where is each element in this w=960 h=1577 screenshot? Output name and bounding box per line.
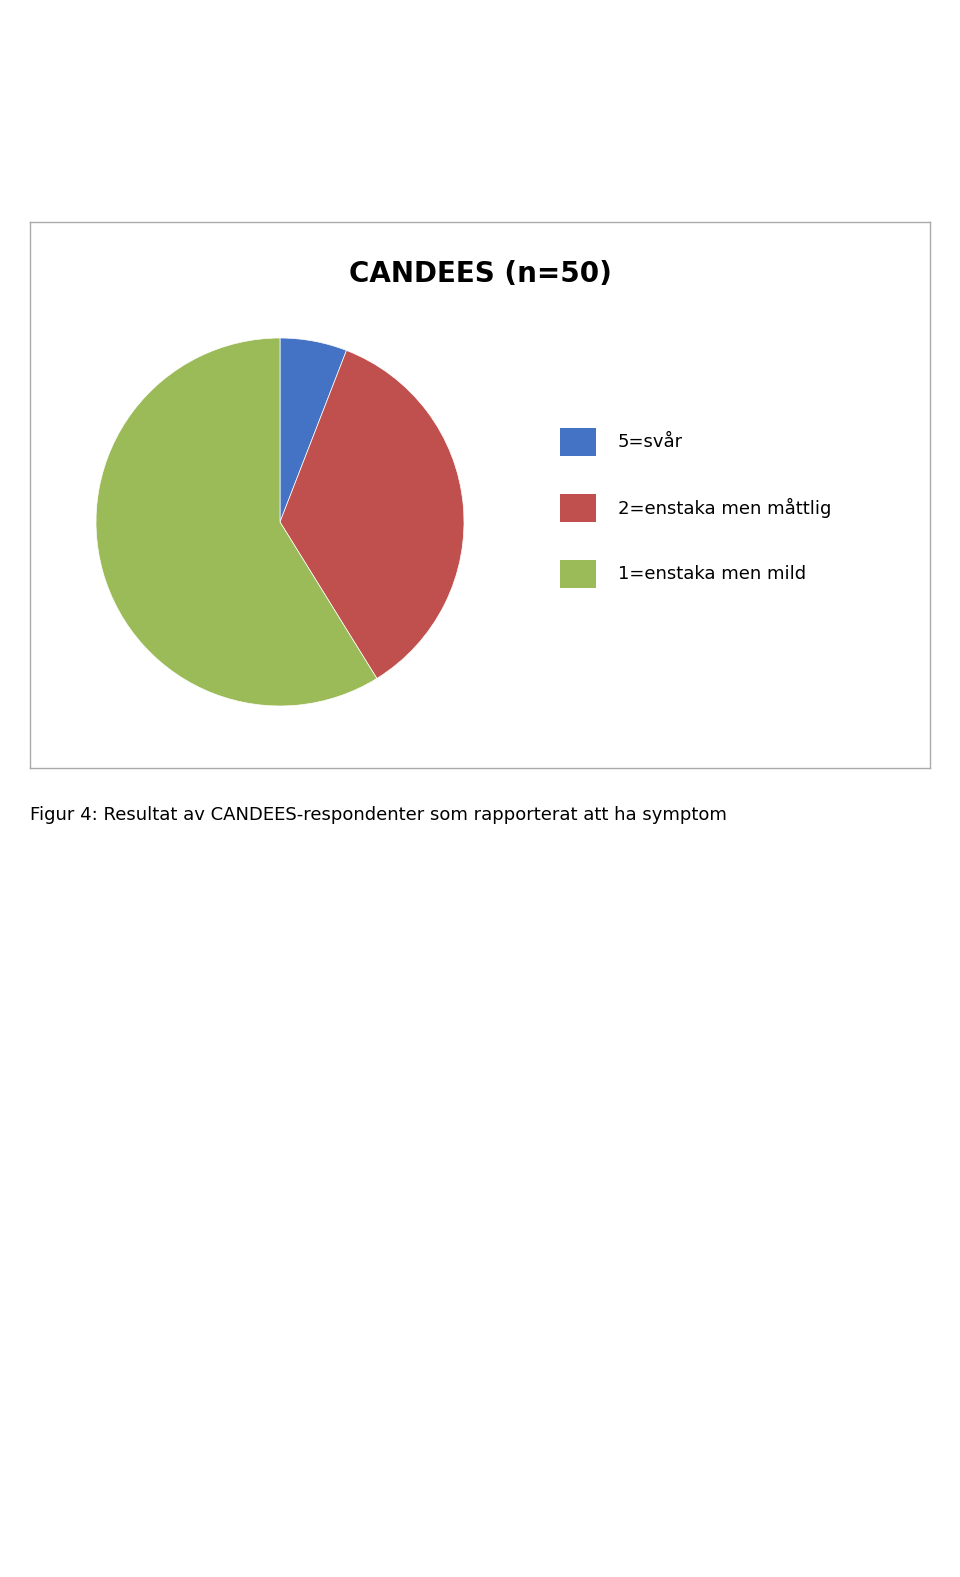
- Text: 2=enstaka men måttlig: 2=enstaka men måttlig: [617, 498, 831, 517]
- Text: 1=enstaka men mild: 1=enstaka men mild: [617, 565, 805, 583]
- Bar: [560, 560, 596, 588]
- Text: Figur 4: Resultat av CANDEES-respondenter som rapporterat att ha symptom: Figur 4: Resultat av CANDEES-respondente…: [30, 806, 727, 825]
- Bar: [560, 494, 596, 522]
- Text: 5=svår: 5=svår: [617, 434, 683, 451]
- Text: CANDEES (n=50): CANDEES (n=50): [348, 260, 612, 289]
- Wedge shape: [280, 337, 347, 522]
- Wedge shape: [96, 337, 377, 706]
- Bar: [560, 427, 596, 456]
- Wedge shape: [280, 350, 464, 678]
